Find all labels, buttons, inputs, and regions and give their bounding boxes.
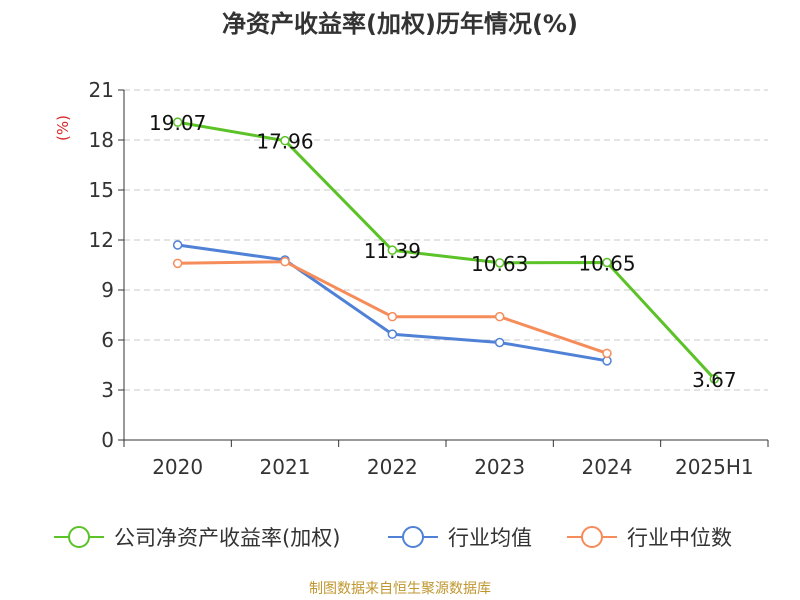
chart-title: 净资产收益率(加权)历年情况(%) — [222, 10, 578, 38]
series-line — [177, 120, 716, 380]
y-tick-label: 21 — [89, 78, 114, 102]
x-tick-label: 2024 — [582, 455, 633, 479]
data-label: 11.39 — [364, 239, 421, 263]
data-point — [494, 258, 505, 268]
legend-marker — [581, 526, 603, 548]
data-point — [709, 374, 720, 384]
series-line — [177, 260, 608, 355]
series-lines — [172, 117, 720, 384]
y-tick-label: 0 — [101, 428, 114, 452]
legend-label: 行业中位数 — [627, 526, 732, 550]
y-tick-label: 3 — [101, 378, 114, 402]
data-point — [494, 337, 505, 348]
data-label: 10.63 — [471, 252, 528, 276]
legend: 公司净资产收益率(加权) 行业均值 行业中位数 — [54, 526, 732, 550]
data-labels: 19.07 17.96 11.39 10.63 10.65 3.67 — [149, 111, 737, 392]
data-point — [172, 117, 183, 127]
data-point — [280, 135, 290, 146]
data-point — [172, 258, 183, 269]
source-note: 制图数据来自恒生聚源数据库 — [309, 581, 491, 597]
data-point — [280, 256, 290, 267]
y-tick-label: 18 — [89, 128, 114, 152]
axes: 0 3 6 9 12 15 18 21 2020 2021 2022 2023 2024 2025H1 (%… — [54, 78, 769, 479]
data-label: 17.96 — [256, 130, 313, 154]
data-point — [494, 311, 505, 322]
data-label: 3.67 — [692, 368, 737, 392]
x-tick-label: 2020 — [152, 455, 203, 479]
data-point — [172, 240, 183, 250]
data-point — [602, 257, 612, 268]
data-point — [602, 348, 612, 359]
y-tick-label: 6 — [101, 328, 114, 352]
x-tick-label: 2021 — [260, 455, 311, 479]
x-tick-label: 2025H1 — [675, 455, 754, 479]
x-tick-label: 2022 — [367, 455, 418, 479]
x-tick-label: 2023 — [474, 455, 525, 479]
y-axis-label: (%) — [54, 115, 72, 141]
legend-marker — [68, 526, 90, 548]
legend-label: 公司净资产收益率(加权) — [114, 526, 340, 550]
y-tick-label: 12 — [89, 228, 114, 252]
legend-label: 行业均值 — [448, 526, 532, 550]
data-point — [387, 311, 398, 322]
legend-marker — [402, 526, 424, 548]
data-label: 19.07 — [149, 111, 206, 135]
y-tick-label: 15 — [89, 178, 114, 202]
data-point — [387, 245, 398, 255]
grid-lines — [124, 89, 768, 391]
data-point — [387, 329, 398, 339]
data-label: 10.65 — [578, 252, 635, 276]
y-tick-label: 9 — [101, 278, 114, 302]
